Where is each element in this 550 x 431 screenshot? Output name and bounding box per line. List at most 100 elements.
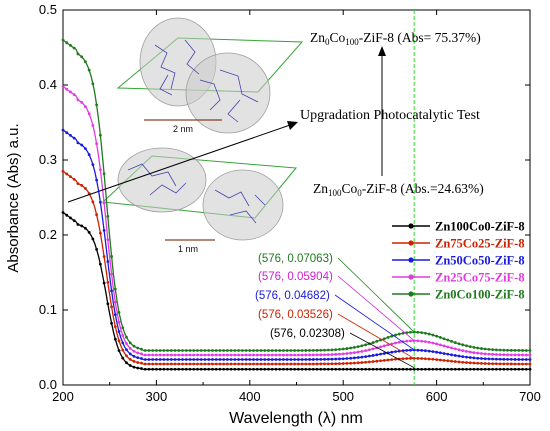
series-marker	[80, 55, 84, 59]
series-marker	[345, 367, 349, 371]
series-marker	[483, 347, 487, 351]
upgrade-arrowhead-diagonal	[287, 121, 298, 130]
series-marker	[334, 357, 338, 361]
series-marker	[128, 341, 132, 345]
series-marker	[427, 349, 431, 353]
series-marker	[278, 349, 282, 352]
series-marker	[446, 345, 450, 349]
callout-leader	[337, 257, 415, 333]
series-marker	[442, 367, 446, 371]
series-marker	[494, 357, 498, 361]
series-marker	[405, 339, 409, 343]
series-marker	[498, 362, 502, 366]
series-marker	[95, 103, 99, 107]
series-marker	[524, 358, 528, 361]
series-marker	[405, 367, 409, 371]
series-marker	[502, 367, 506, 371]
series-marker	[196, 362, 199, 366]
series-marker	[457, 354, 461, 358]
series-marker	[110, 272, 113, 276]
series-marker	[289, 353, 293, 357]
series-marker	[513, 362, 517, 366]
series-marker	[480, 352, 483, 355]
callout-layer: (576, 0.02308) (576, 0.03526) (576, 0.0468…	[255, 253, 415, 369]
series-marker	[166, 358, 170, 361]
series-marker	[472, 356, 476, 360]
series-marker	[356, 350, 360, 354]
series-marker	[166, 349, 170, 352]
series-marker	[214, 358, 218, 361]
series-marker	[143, 362, 147, 366]
series-marker	[528, 349, 532, 352]
series-marker	[121, 326, 125, 330]
series-marker	[151, 353, 155, 357]
series-marker	[162, 349, 166, 352]
y-tick-label: 0.4	[39, 77, 57, 92]
series-marker	[207, 349, 211, 352]
series-marker	[128, 364, 132, 367]
series-marker	[524, 362, 528, 366]
legend-item: Zn100Co0-ZiF-8	[392, 220, 525, 234]
series-marker	[113, 300, 117, 304]
series-marker	[494, 362, 498, 366]
series-marker	[259, 362, 263, 366]
series-marker	[435, 334, 438, 338]
series-marker	[229, 353, 233, 357]
y-axis-title: Absorbance (Abs) a.u.	[5, 123, 22, 272]
x-tick-label: 700	[519, 389, 541, 404]
series-marker	[211, 367, 214, 371]
x-tick-label: 500	[332, 389, 354, 404]
series-Zn100Co0-ZiF-8	[61, 211, 532, 371]
series-marker	[375, 353, 379, 357]
series-marker	[61, 211, 65, 214]
series-marker	[382, 337, 386, 341]
series-Zn50Co50-ZiF-8	[61, 128, 532, 361]
series-marker	[472, 361, 476, 365]
series-marker	[106, 302, 110, 306]
series-marker	[513, 358, 517, 361]
series-marker	[203, 349, 207, 352]
series-marker	[457, 360, 461, 364]
series-marker	[506, 362, 509, 366]
series-marker	[173, 367, 177, 371]
series-marker	[117, 320, 121, 324]
x-axis-title: Wavelength (λ) nm	[229, 410, 363, 427]
series-marker	[521, 353, 524, 357]
series-marker	[252, 358, 255, 361]
series-marker	[188, 358, 192, 361]
series-marker	[225, 362, 229, 366]
series-marker	[323, 367, 326, 371]
series-marker	[128, 347, 132, 350]
series-Zn0Co100-ZiF-8	[61, 38, 532, 352]
series-marker	[162, 367, 166, 371]
series-marker	[423, 349, 427, 353]
series-marker	[338, 357, 341, 361]
series-marker	[457, 348, 461, 352]
series-marker	[382, 367, 386, 371]
series-marker	[274, 367, 278, 371]
series-marker	[65, 213, 69, 217]
series-marker	[397, 367, 401, 371]
series-marker	[338, 367, 341, 371]
series-marker	[199, 349, 203, 352]
series-marker	[218, 367, 222, 371]
series-marker	[308, 367, 311, 371]
series-marker	[237, 367, 240, 371]
series-marker	[244, 367, 248, 371]
series-marker	[244, 362, 248, 366]
series-marker	[506, 348, 509, 352]
series-marker	[87, 68, 91, 72]
callout-leader	[337, 313, 415, 359]
series-marker	[390, 334, 394, 338]
series-marker	[367, 348, 371, 352]
series-marker	[345, 352, 349, 355]
series-marker	[401, 357, 405, 361]
series-marker	[394, 367, 397, 371]
series-marker	[255, 358, 259, 361]
series-marker	[416, 348, 420, 352]
series-marker	[412, 367, 416, 371]
series-marker	[311, 348, 315, 352]
series-marker	[169, 358, 173, 361]
series-marker	[341, 357, 345, 361]
series-marker	[431, 357, 435, 361]
